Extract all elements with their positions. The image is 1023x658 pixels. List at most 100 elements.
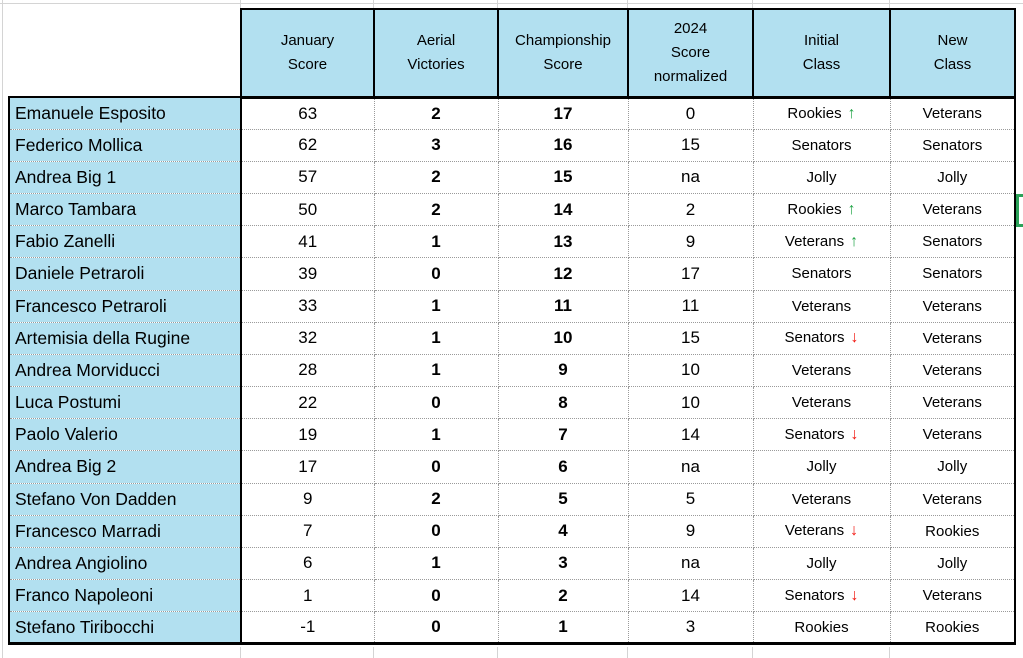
cell-initial-class[interactable]: Rookies [752,611,891,646]
cell-championship-score[interactable]: 11 [497,289,629,323]
cell-january-score[interactable]: 33 [240,289,375,323]
cell-new-class[interactable]: Jolly [889,546,1016,581]
cell-new-class[interactable]: Veterans [889,321,1016,355]
cell-aerial-victories[interactable]: 1 [373,289,499,323]
cell-2024-score-normalized[interactable]: 14 [627,418,754,452]
cell-january-score[interactable]: -1 [240,611,375,646]
cell-player-name[interactable]: Franco Napoleoni [8,579,242,613]
cell-player-name[interactable]: Emanuele Esposito [8,96,242,130]
cell-initial-class[interactable]: Jolly [752,546,891,581]
cell-2024-score-normalized[interactable]: 15 [627,321,754,355]
cell-aerial-victories[interactable]: 2 [373,96,499,130]
cell-2024-score-normalized[interactable]: 10 [627,386,754,420]
cell-aerial-victories[interactable]: 2 [373,482,499,516]
cell-championship-score[interactable]: 9 [497,353,629,388]
cell-initial-class[interactable]: Jolly [752,160,891,195]
cell-initial-class[interactable]: Jolly [752,450,891,484]
cell-january-score[interactable]: 19 [240,418,375,452]
cell-player-name[interactable]: Daniele Petraroli [8,257,242,291]
cell-aerial-victories[interactable]: 0 [373,611,499,646]
cell-aerial-victories[interactable]: 1 [373,321,499,355]
cell-new-class[interactable]: Veterans [889,289,1016,323]
cell-new-class[interactable]: Jolly [889,160,1016,195]
cell-initial-class[interactable]: Veterans [752,353,891,388]
cell-new-class[interactable]: Veterans [889,579,1016,613]
cell-player-name[interactable]: Andrea Angiolino [8,546,242,581]
cell-player-name[interactable]: Artemisia della Rugine [8,321,242,355]
cell-player-name[interactable]: Fabio Zanelli [8,225,242,259]
cell-new-class[interactable]: Senators [889,225,1016,259]
cell-player-name[interactable]: Francesco Petraroli [8,289,242,323]
cell-2024-score-normalized[interactable]: 0 [627,96,754,130]
cell-initial-class[interactable]: Senators [752,128,891,162]
column-header-january-score[interactable]: January Score [240,8,375,99]
cell-player-name[interactable]: Stefano Von Dadden [8,482,242,516]
cell-january-score[interactable]: 1 [240,579,375,613]
cell-initial-class[interactable]: Rookies ↑ [752,96,891,130]
cell-player-name[interactable]: Andrea Big 2 [8,450,242,484]
cell-january-score[interactable]: 9 [240,482,375,516]
cell-2024-score-normalized[interactable]: 11 [627,289,754,323]
cell-championship-score[interactable]: 2 [497,579,629,613]
cell-aerial-victories[interactable]: 1 [373,225,499,259]
cell-aerial-victories[interactable]: 3 [373,128,499,162]
cell-player-name[interactable]: Paolo Valerio [8,418,242,452]
cell-2024-score-normalized[interactable]: 2 [627,193,754,227]
cell-2024-score-normalized[interactable]: 3 [627,611,754,646]
cell-aerial-victories[interactable]: 0 [373,579,499,613]
cell-initial-class[interactable]: Veterans [752,482,891,516]
cell-january-score[interactable]: 32 [240,321,375,355]
cell-initial-class[interactable]: Veterans ↓ [752,514,891,548]
cell-player-name[interactable]: Andrea Big 1 [8,160,242,195]
cell-initial-class[interactable]: Senators ↓ [752,579,891,613]
cell-aerial-victories[interactable]: 1 [373,418,499,452]
cell-2024-score-normalized[interactable]: na [627,546,754,581]
cell-championship-score[interactable]: 6 [497,450,629,484]
cell-2024-score-normalized[interactable]: 5 [627,482,754,516]
cell-2024-score-normalized[interactable]: 9 [627,514,754,548]
cell-new-class[interactable]: Senators [889,128,1016,162]
cell-championship-score[interactable]: 13 [497,225,629,259]
cell-2024-score-normalized[interactable]: 17 [627,257,754,291]
cell-new-class[interactable]: Veterans [889,96,1016,130]
cell-player-name[interactable]: Federico Mollica [8,128,242,162]
cell-initial-class[interactable]: Rookies ↑ [752,193,891,227]
cell-january-score[interactable]: 62 [240,128,375,162]
cell-aerial-victories[interactable]: 2 [373,160,499,195]
cell-new-class[interactable]: Rookies [889,514,1016,548]
cell-2024-score-normalized[interactable]: 15 [627,128,754,162]
cell-january-score[interactable]: 39 [240,257,375,291]
cell-championship-score[interactable]: 7 [497,418,629,452]
cell-initial-class[interactable]: Veterans [752,289,891,323]
cell-january-score[interactable]: 6 [240,546,375,581]
cell-championship-score[interactable]: 4 [497,514,629,548]
cell-january-score[interactable]: 17 [240,450,375,484]
cell-new-class[interactable]: Rookies [889,611,1016,646]
cell-initial-class[interactable]: Senators [752,257,891,291]
cell-2024-score-normalized[interactable]: 10 [627,353,754,388]
cell-new-class[interactable]: Veterans [889,418,1016,452]
cell-championship-score[interactable]: 1 [497,611,629,646]
cell-championship-score[interactable]: 12 [497,257,629,291]
column-header-new-class[interactable]: New Class [889,8,1016,99]
cell-player-name[interactable]: Marco Tambara [8,193,242,227]
cell-aerial-victories[interactable]: 2 [373,193,499,227]
cell-player-name[interactable]: Luca Postumi [8,386,242,420]
cell-championship-score[interactable]: 8 [497,386,629,420]
cell-january-score[interactable]: 22 [240,386,375,420]
cell-championship-score[interactable]: 5 [497,482,629,516]
cell-january-score[interactable]: 50 [240,193,375,227]
cell-january-score[interactable]: 28 [240,353,375,388]
cell-initial-class[interactable]: Senators ↓ [752,321,891,355]
cell-january-score[interactable]: 63 [240,96,375,130]
cell-2024-score-normalized[interactable]: 14 [627,579,754,613]
cell-initial-class[interactable]: Senators ↓ [752,418,891,452]
cell-initial-class[interactable]: Veterans ↑ [752,225,891,259]
cell-championship-score[interactable]: 3 [497,546,629,581]
column-header-initial-class[interactable]: Initial Class [752,8,891,99]
cell-january-score[interactable]: 7 [240,514,375,548]
cell-aerial-victories[interactable]: 0 [373,450,499,484]
cell-aerial-victories[interactable]: 0 [373,514,499,548]
cell-aerial-victories[interactable]: 1 [373,546,499,581]
cell-2024-score-normalized[interactable]: 9 [627,225,754,259]
